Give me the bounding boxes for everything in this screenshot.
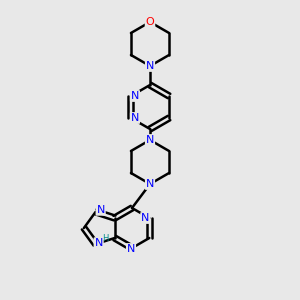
Text: O: O [146, 17, 154, 27]
Text: N: N [131, 91, 139, 101]
Text: N: N [127, 244, 135, 254]
Text: N: N [146, 135, 154, 145]
Text: H: H [103, 234, 109, 243]
Text: N: N [94, 238, 103, 248]
Text: N: N [146, 61, 154, 71]
Text: N: N [141, 213, 149, 223]
Text: N: N [146, 179, 154, 189]
Text: N: N [97, 205, 105, 215]
Text: N: N [131, 113, 139, 123]
